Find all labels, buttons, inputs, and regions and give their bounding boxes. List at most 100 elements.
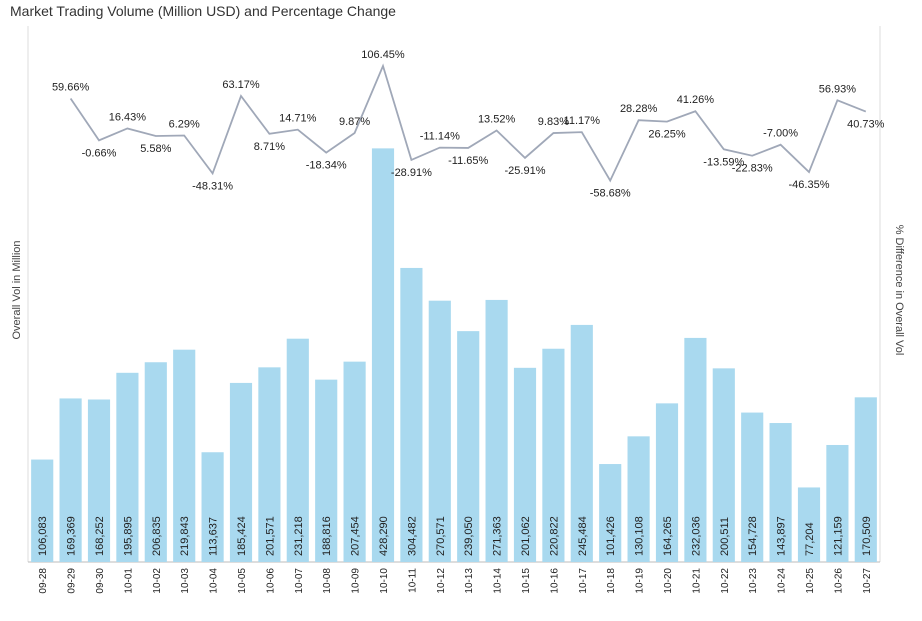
bar-label: 207,454 xyxy=(350,516,362,556)
line-label: -7.00% xyxy=(763,128,798,140)
x-tick-label: 09-30 xyxy=(95,568,106,594)
line-label: -13.59% xyxy=(703,156,744,168)
bar xyxy=(87,399,111,562)
bar xyxy=(826,444,849,562)
bar xyxy=(229,382,253,562)
line-label: -11.14% xyxy=(420,131,460,143)
x-tick-label: 09-28 xyxy=(38,568,49,594)
bar-label: 428,290 xyxy=(378,516,390,556)
x-tick-label: 10-09 xyxy=(351,568,362,594)
x-tick-label: 10-20 xyxy=(663,568,674,594)
x-tick-label: 10-19 xyxy=(635,568,646,594)
bar-label: 200,511 xyxy=(719,517,731,556)
bar xyxy=(627,436,650,562)
bar-label: 206,835 xyxy=(151,516,163,556)
x-tick-label: 10-06 xyxy=(265,568,276,594)
bar xyxy=(570,324,593,562)
line-label: 40.73% xyxy=(847,119,885,131)
bar xyxy=(741,412,764,562)
x-tick-label: 10-04 xyxy=(209,568,220,594)
line-label: -22.83% xyxy=(732,163,773,175)
bar xyxy=(457,331,480,562)
bar-label: 113,637 xyxy=(208,517,220,556)
bar-label: 170,509 xyxy=(861,516,873,556)
bar xyxy=(201,452,224,562)
x-tick-label: 10-07 xyxy=(294,568,305,594)
bar-label: 121,159 xyxy=(832,516,844,556)
bar-label: 201,062 xyxy=(520,516,532,556)
line-label: 63.17% xyxy=(222,79,260,91)
bar xyxy=(59,398,82,562)
y2-axis-label: % Difference in Overall Vol xyxy=(893,225,905,356)
bar-label: 245,484 xyxy=(577,516,589,556)
x-tick-label: 10-08 xyxy=(322,568,333,594)
bar-label: 220,822 xyxy=(548,516,560,556)
bar-label: 143,897 xyxy=(776,516,788,556)
bar xyxy=(684,337,707,562)
bar-label: 185,424 xyxy=(236,516,248,556)
x-tick-label: 10-14 xyxy=(493,568,504,594)
chart-title: Market Trading Volume (Million USD) and … xyxy=(10,3,396,19)
bar xyxy=(173,349,196,562)
x-tick-label: 10-17 xyxy=(578,568,589,594)
y-axis-label: Overall Vol in Million xyxy=(11,240,23,339)
x-tick-label: 10-01 xyxy=(123,568,134,594)
x-tick-label: 10-10 xyxy=(379,568,390,594)
x-tick-label: 10-03 xyxy=(180,568,191,594)
line xyxy=(69,63,867,183)
line-label: -28.91% xyxy=(391,167,432,179)
bar-label: 195,895 xyxy=(122,516,134,556)
bar-label: 219,843 xyxy=(179,516,191,556)
bar-label: 231,218 xyxy=(293,516,305,556)
bar xyxy=(655,403,679,562)
line-label: 9.83% xyxy=(538,116,569,128)
line-label: -25.91% xyxy=(505,165,546,177)
x-tick-label: 10-24 xyxy=(777,568,788,594)
line-label: -0.66% xyxy=(82,147,117,159)
x-tick-label: 10-27 xyxy=(862,568,873,594)
x-tick-label: 10-22 xyxy=(720,568,731,594)
line-label: 28.28% xyxy=(620,103,658,115)
x-tick-label: 10-26 xyxy=(833,568,844,594)
line-label: -58.68% xyxy=(590,188,631,200)
bar xyxy=(599,464,622,562)
line-label: -48.31% xyxy=(192,180,233,192)
bar-label: 270,571 xyxy=(435,516,447,556)
bar xyxy=(144,362,167,562)
line-label: 14.71% xyxy=(279,113,317,125)
bar xyxy=(712,368,735,562)
bar xyxy=(116,372,139,562)
bar-label: 201,571 xyxy=(264,516,276,556)
bar-label: 106,083 xyxy=(37,516,49,556)
x-tick-label: 10-18 xyxy=(606,568,617,594)
line-label: 41.26% xyxy=(677,94,715,106)
line-label: -46.35% xyxy=(789,179,830,191)
bar xyxy=(371,148,395,562)
line-label: 13.52% xyxy=(478,113,516,125)
bar xyxy=(31,459,54,562)
line-label: 9.87% xyxy=(339,116,370,128)
line-label: 56.93% xyxy=(819,83,857,95)
line-label: 26.25% xyxy=(648,129,686,141)
line-label: 8.71% xyxy=(254,141,285,153)
bar xyxy=(513,367,537,562)
bar-label: 101,426 xyxy=(605,516,617,556)
x-tick-label: 10-02 xyxy=(152,568,163,594)
bar-label: 77,204 xyxy=(804,522,816,556)
bar xyxy=(258,367,281,562)
line-label: -18.34% xyxy=(306,160,347,172)
line-label: 59.66% xyxy=(52,81,90,93)
x-tick-label: 10-05 xyxy=(237,568,248,594)
x-tick-label: 10-12 xyxy=(436,568,447,594)
x-tick-label: 10-25 xyxy=(805,568,816,594)
bar-label: 154,728 xyxy=(747,516,759,556)
bar-label: 168,252 xyxy=(94,516,106,556)
bar-label: 239,050 xyxy=(463,516,475,556)
bar-label: 164,265 xyxy=(662,516,674,556)
bar xyxy=(485,299,508,562)
bar xyxy=(286,338,309,562)
bar xyxy=(315,379,338,562)
line-label: 16.43% xyxy=(109,111,147,123)
bar xyxy=(854,397,877,562)
